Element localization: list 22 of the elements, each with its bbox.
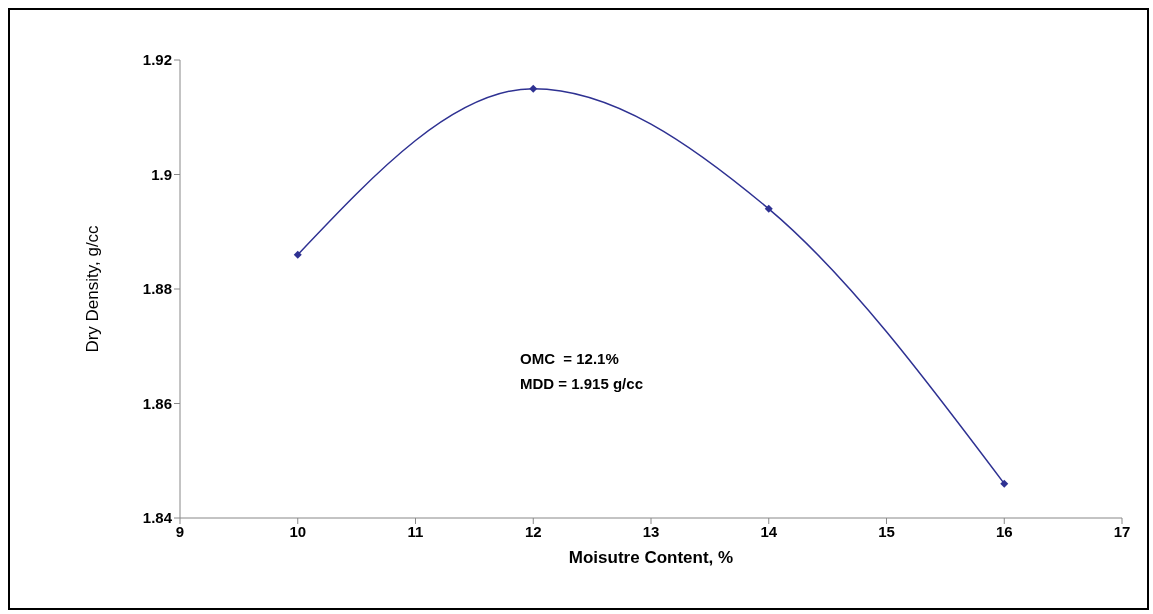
y-axis-title: Dry Density, g/cc (83, 224, 103, 353)
y-tick-label: 1.92 (142, 51, 172, 69)
x-tick-label: 14 (760, 522, 778, 540)
x-tick-label: 9 (175, 522, 185, 540)
x-tick-label: 10 (289, 522, 307, 540)
x-tick-label: 11 (407, 522, 424, 540)
point (764, 204, 773, 213)
x-axis-title: Moisutre Content, % (568, 548, 734, 567)
annotation: OMC = 12.1% (520, 350, 619, 367)
y-tick-label: 1.88 (142, 280, 172, 298)
x-tick-label: 12 (524, 522, 542, 540)
x-tick-label: 17 (1113, 522, 1131, 540)
point (1000, 479, 1009, 488)
x-tick-label: 16 (995, 522, 1013, 540)
y-tick-label: 1.86 (142, 394, 172, 412)
annotation: MDD = 1.915 g/cc (520, 375, 643, 392)
x-tick-label: 13 (642, 522, 660, 540)
point (293, 250, 302, 259)
point (529, 84, 538, 93)
y-tick-label: 1.84 (142, 509, 173, 527)
x-tick-label: 15 (878, 522, 895, 540)
y-tick-label: 1.9 (151, 165, 172, 183)
